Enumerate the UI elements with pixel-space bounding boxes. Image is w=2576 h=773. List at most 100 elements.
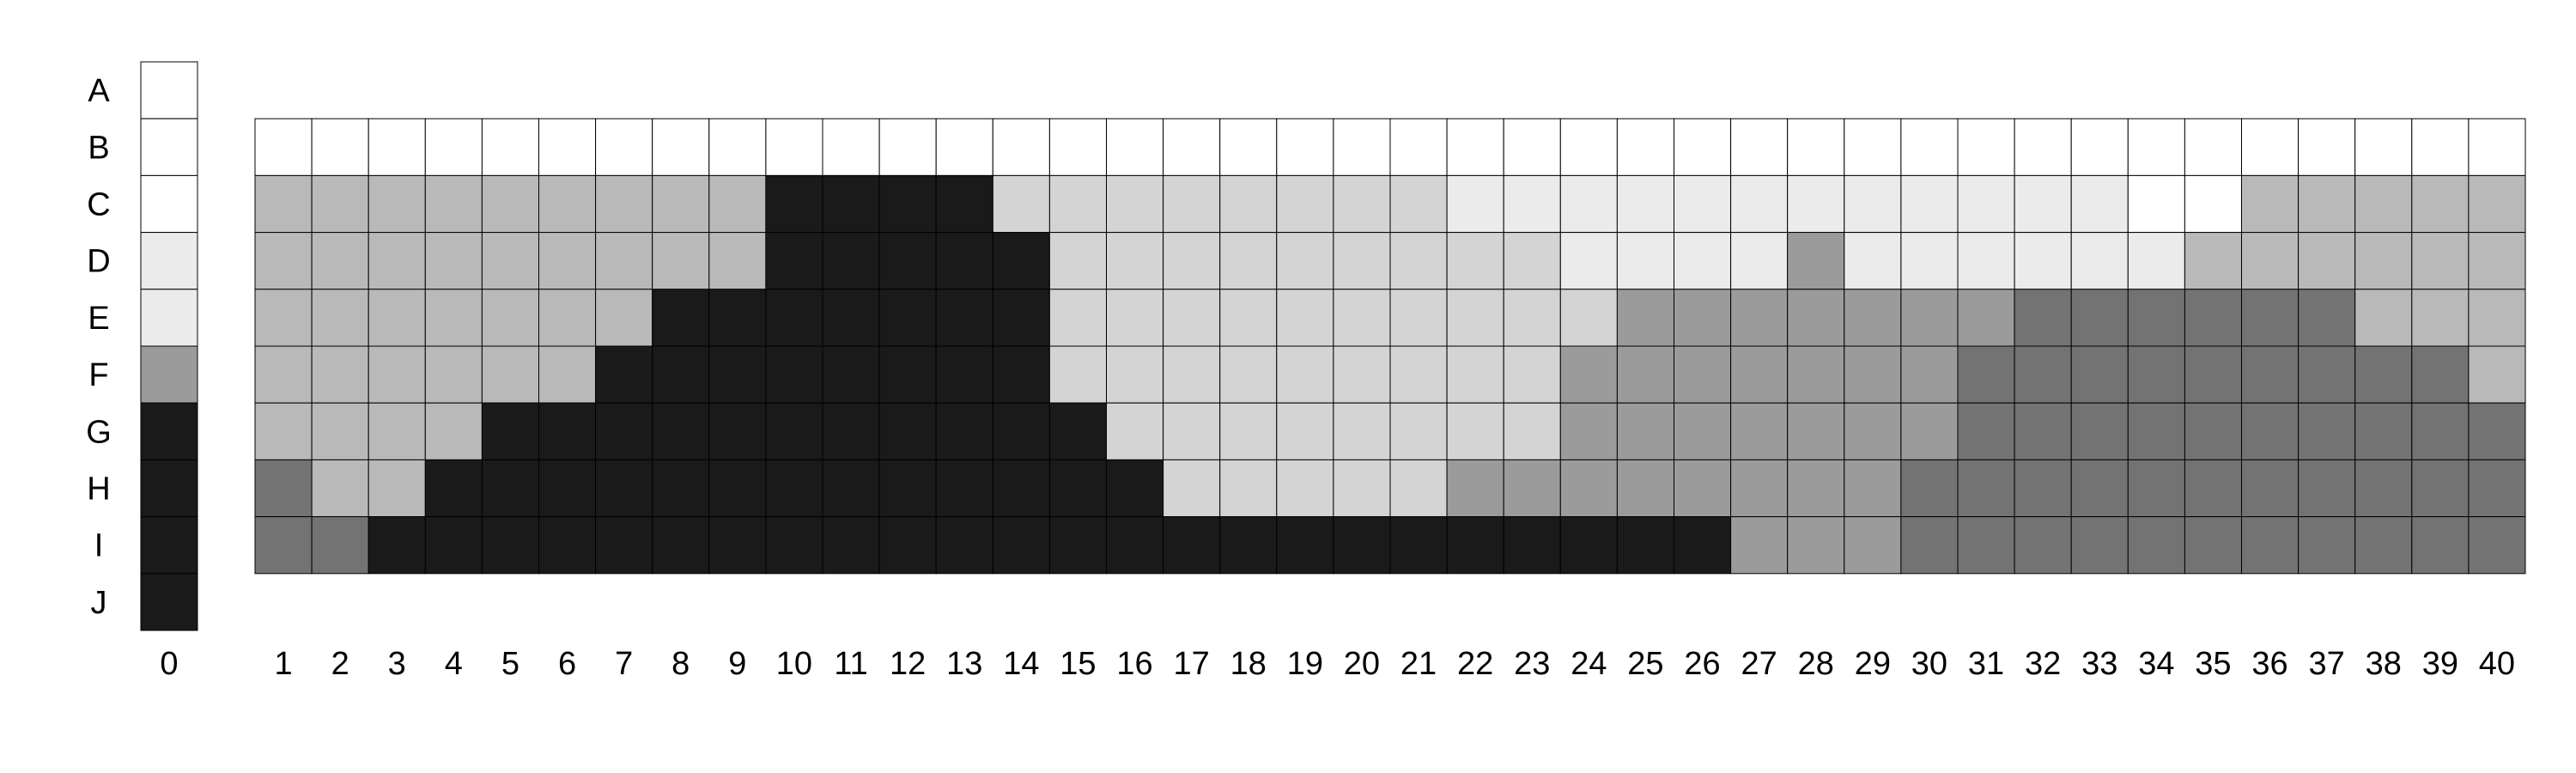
cell-D-36 xyxy=(2241,232,2300,290)
cell-C-33 xyxy=(2070,174,2129,234)
cell-H-28 xyxy=(1787,459,1845,518)
cell-G-7 xyxy=(595,402,653,460)
column-label-0: 0 xyxy=(160,646,178,682)
cell-I-40 xyxy=(2468,516,2526,575)
cell-G-16 xyxy=(1106,402,1164,460)
cell-C-31 xyxy=(1957,174,2015,234)
cell-F-15 xyxy=(1048,345,1108,404)
cell-H-29 xyxy=(1844,459,1902,518)
cell-F-24 xyxy=(1559,345,1618,404)
column-label-38: 38 xyxy=(2366,646,2402,682)
cell-C-3 xyxy=(368,174,426,234)
cell-I-7 xyxy=(595,516,653,575)
cell-E-29 xyxy=(1844,289,1902,347)
cell-H-6 xyxy=(538,459,597,518)
cell-E-7 xyxy=(595,289,653,347)
cell-F-38 xyxy=(2354,345,2413,404)
ref-cell-H xyxy=(140,459,198,518)
cell-H-31 xyxy=(1957,459,2015,518)
cell-F-39 xyxy=(2411,345,2470,404)
cell-E-2 xyxy=(311,289,369,347)
cell-E-19 xyxy=(1276,289,1334,347)
cell-D-5 xyxy=(481,232,540,290)
cell-D-27 xyxy=(1730,232,1789,290)
cell-F-8 xyxy=(652,345,710,404)
cell-I-18 xyxy=(1219,516,1278,575)
cell-D-11 xyxy=(822,232,880,290)
cell-H-5 xyxy=(481,459,540,518)
cell-B-12 xyxy=(878,118,937,176)
column-label-36: 36 xyxy=(2251,646,2287,682)
cell-B-16 xyxy=(1106,118,1164,176)
cell-B-32 xyxy=(2014,118,2072,176)
cell-I-12 xyxy=(878,516,937,575)
cell-I-23 xyxy=(1503,516,1561,575)
cell-C-2 xyxy=(311,174,369,234)
column-label-33: 33 xyxy=(2081,646,2117,682)
cell-B-6 xyxy=(538,118,597,176)
cell-B-28 xyxy=(1787,118,1845,176)
column-label-28: 28 xyxy=(1798,646,1834,682)
cell-H-24 xyxy=(1559,459,1618,518)
cell-D-7 xyxy=(595,232,653,290)
cell-C-18 xyxy=(1219,174,1278,234)
heatmap-cells xyxy=(254,118,2526,575)
cell-I-13 xyxy=(935,516,993,575)
cell-B-20 xyxy=(1333,118,1391,176)
reference-column-cells xyxy=(140,61,198,631)
cell-D-15 xyxy=(1048,232,1108,290)
cell-C-21 xyxy=(1389,174,1448,234)
cell-G-2 xyxy=(311,402,369,460)
cell-D-8 xyxy=(652,232,710,290)
cell-C-17 xyxy=(1163,174,1221,234)
cell-B-33 xyxy=(2070,118,2129,176)
cell-H-14 xyxy=(992,459,1050,518)
cell-H-23 xyxy=(1503,459,1561,518)
cell-G-33 xyxy=(2070,402,2129,460)
cell-D-18 xyxy=(1219,232,1278,290)
cell-C-27 xyxy=(1730,174,1789,234)
cell-F-36 xyxy=(2241,345,2300,404)
cell-D-38 xyxy=(2354,232,2413,290)
cell-G-20 xyxy=(1333,402,1391,460)
row-label-H: H xyxy=(87,472,110,508)
cell-C-40 xyxy=(2468,174,2526,234)
cell-I-4 xyxy=(424,516,483,575)
cell-H-12 xyxy=(878,459,937,518)
cell-H-18 xyxy=(1219,459,1278,518)
cell-H-7 xyxy=(595,459,653,518)
cell-C-22 xyxy=(1446,174,1504,234)
cell-F-22 xyxy=(1446,345,1504,404)
cell-F-16 xyxy=(1106,345,1164,404)
cell-E-13 xyxy=(935,289,993,347)
cell-F-7 xyxy=(595,345,653,404)
ref-cell-D xyxy=(140,232,198,290)
cell-E-32 xyxy=(2014,289,2072,347)
row-label-G: G xyxy=(86,414,112,450)
cell-C-35 xyxy=(2184,174,2242,234)
column-label-30: 30 xyxy=(1911,646,1947,682)
cell-I-20 xyxy=(1333,516,1391,575)
cell-F-19 xyxy=(1276,345,1334,404)
cell-H-2 xyxy=(311,459,369,518)
cell-H-27 xyxy=(1730,459,1789,518)
cell-E-25 xyxy=(1616,289,1675,347)
row-label-D: D xyxy=(87,244,110,280)
cell-G-31 xyxy=(1957,402,2015,460)
column-label-3: 3 xyxy=(388,646,406,682)
column-label-12: 12 xyxy=(890,646,926,682)
column-label-32: 32 xyxy=(2025,646,2061,682)
cell-C-16 xyxy=(1106,174,1164,234)
cell-G-29 xyxy=(1844,402,1902,460)
cell-C-26 xyxy=(1674,174,1732,234)
cell-B-3 xyxy=(368,118,426,176)
cell-B-5 xyxy=(481,118,540,176)
cell-B-34 xyxy=(2127,118,2185,176)
cell-F-25 xyxy=(1616,345,1675,404)
cell-F-34 xyxy=(2127,345,2185,404)
cell-D-24 xyxy=(1559,232,1618,290)
column-label-10: 10 xyxy=(776,646,812,682)
cell-G-5 xyxy=(481,402,540,460)
ref-cell-C xyxy=(140,174,198,234)
cell-B-7 xyxy=(595,118,653,176)
